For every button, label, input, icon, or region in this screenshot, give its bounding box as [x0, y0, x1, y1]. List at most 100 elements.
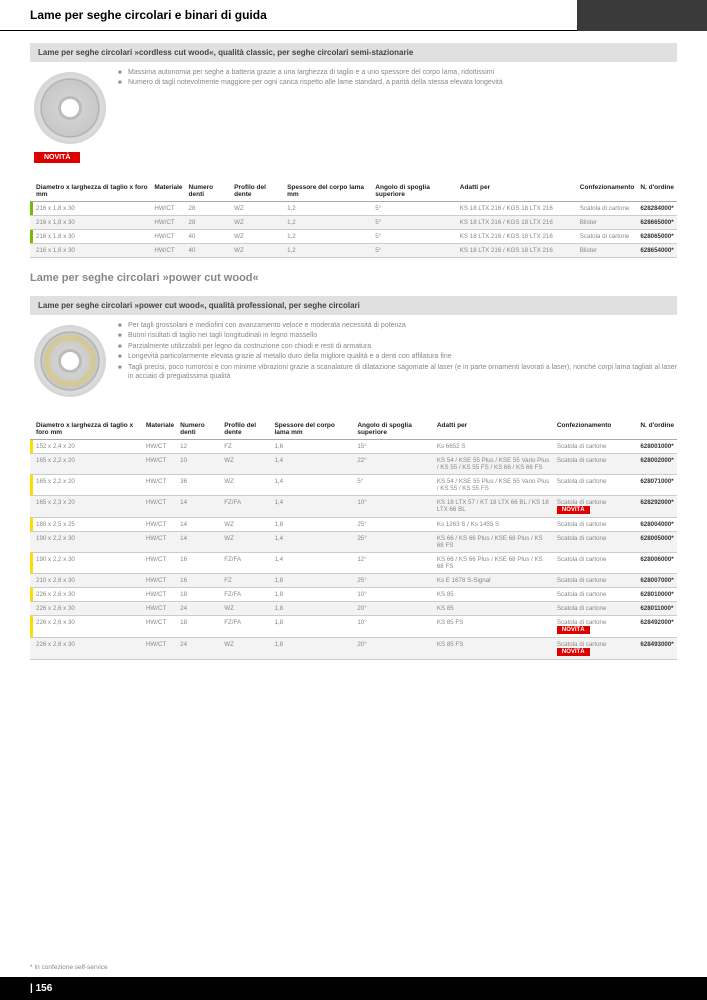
cell-ord: 628004000* — [637, 518, 677, 532]
cell-denti: 12 — [177, 440, 221, 454]
cell-mat: HW/CT — [151, 230, 185, 244]
cell-sp: 1,8 — [271, 638, 354, 660]
cell-mat: HW/CT — [151, 202, 185, 216]
cell-ord: 628493000* — [637, 638, 677, 660]
cell-per: KS 85 — [434, 602, 554, 616]
table-row: 216 x 1,8 x 30HW/CT40WZ1,25°KS 18 LTX 21… — [30, 244, 677, 258]
cell-ang: 5° — [372, 202, 457, 216]
section-header: Lame per seghe circolari »cordless cut w… — [30, 43, 677, 62]
cell-dim: 216 x 1,8 x 30 — [33, 202, 151, 216]
feature-item: Per tagli grossolani e mediofini con ava… — [118, 321, 677, 330]
novita-badge: NOVITÀ — [557, 626, 590, 634]
cell-per: KS 66 / KS 66 Plus / KSE 68 Plus / KS 68… — [434, 532, 554, 553]
novita-badge: NOVITÀ — [557, 506, 590, 514]
footer: * In confezione self-service | 156 — [0, 964, 707, 1000]
cell-ord: 628492000* — [637, 616, 677, 638]
cell-ord: 628005000* — [637, 532, 677, 553]
cell-sp: 1,2 — [284, 230, 372, 244]
feature-item: Numero di tagli notevolmente maggiore pe… — [118, 78, 677, 87]
col-conf: Confezionamento — [577, 181, 638, 202]
cell-ang: 25° — [354, 518, 434, 532]
cell-conf: Scatola di cartone — [554, 553, 637, 574]
table-row: 190 x 2,2 x 30HW/CT16FZ/FA1,412°KS 66 / … — [30, 553, 677, 574]
cell-dim: 180 x 2,5 x 25 — [33, 518, 143, 532]
cell-per: KS 18 LTX 57 / KT 18 LTX 66 BL / KS 18 L… — [434, 496, 554, 518]
cell-ang: 22° — [354, 454, 434, 475]
col-per: Adatti per — [457, 181, 577, 202]
table-row: 216 x 1,8 x 30HW/CT28WZ1,25°KS 18 LTX 21… — [30, 202, 677, 216]
cell-conf: Scatola di cartone — [554, 454, 637, 475]
table-powercut: Diametro x larghezza di taglio x foro mm… — [30, 419, 677, 660]
cell-mat: HW/CT — [143, 440, 177, 454]
table-row: 165 x 2,2 x 20HW/CT10WZ1,422°KS 54 / KSE… — [30, 454, 677, 475]
cell-mat: HW/CT — [143, 532, 177, 553]
table-row: 226 x 2,6 x 30HW/CT24WZ1,820°KS 85Scatol… — [30, 602, 677, 616]
cell-denti: 14 — [177, 532, 221, 553]
cell-mat: HW/CT — [143, 496, 177, 518]
cell-prof: WZ — [231, 230, 284, 244]
cell-prof: FZ/FA — [221, 553, 271, 574]
col-dim: Diametro x larghezza di taglio x foro mm — [33, 181, 151, 202]
footnote: * In confezione self-service — [30, 964, 677, 971]
cell-mat: HW/CT — [151, 244, 185, 258]
cell-sp: 1,8 — [271, 616, 354, 638]
cell-ang: 12° — [354, 553, 434, 574]
cell-prof: FZ/FA — [221, 496, 271, 518]
table-row: 216 x 1,8 x 30HW/CT40WZ1,25°KS 18 LTX 21… — [30, 230, 677, 244]
table-row: 165 x 2,2 x 20HW/CT36WZ1,45°KS 54 / KSE … — [30, 475, 677, 496]
cell-sp: 1,8 — [271, 588, 354, 602]
cell-denti: 16 — [177, 574, 221, 588]
cell-dim: 216 x 1,8 x 30 — [33, 230, 151, 244]
cell-per: KS 18 LTX 216 / KGS 18 LTX 216 — [457, 230, 577, 244]
cell-denti: 24 — [177, 602, 221, 616]
col-sp: Spessore del corpo lama mm — [271, 419, 354, 440]
header-accent — [577, 0, 707, 31]
table-row: 180 x 2,5 x 25HW/CT14WZ1,825°Ks 1263 S /… — [30, 518, 677, 532]
cell-denti: 36 — [177, 475, 221, 496]
cell-per: KS 85 FS — [434, 616, 554, 638]
cell-prof: WZ — [231, 216, 284, 230]
cell-sp: 1,8 — [271, 518, 354, 532]
cell-sp: 1,8 — [271, 574, 354, 588]
cell-per: KS 54 / KSE 55 Plus / KSE 55 Vario Plus … — [434, 454, 554, 475]
cell-sp: 1,4 — [271, 553, 354, 574]
cell-prof: WZ — [231, 244, 284, 258]
feature-item: Tagli precisi, poco rumorosi e con minim… — [118, 363, 677, 382]
cell-mat: HW/CT — [143, 553, 177, 574]
cell-ord: 628065000* — [637, 230, 677, 244]
feature-item: Longevità particolarmente elevata grazie… — [118, 352, 677, 361]
cell-ord: 628284000* — [637, 202, 677, 216]
cell-ang: 10° — [354, 616, 434, 638]
novita-badge: NOVITÀ — [557, 648, 590, 656]
cell-sp: 1,2 — [284, 216, 372, 230]
col-ang: Angolo di spoglia superiore — [354, 419, 434, 440]
cell-prof: FZ/FA — [221, 588, 271, 602]
cell-per: KS 18 LTX 216 / KGS 18 LTX 216 — [457, 244, 577, 258]
cell-prof: WZ — [221, 602, 271, 616]
section-cordless: Lame per seghe circolari »cordless cut w… — [30, 43, 677, 163]
cell-conf: Scatola di cartone — [554, 532, 637, 553]
cell-denti: 18 — [177, 588, 221, 602]
cell-conf: Scatola di cartone — [554, 518, 637, 532]
col-prof: Profilo del dente — [231, 181, 284, 202]
page-header: Lame per seghe circolari e binari di gui… — [0, 0, 707, 31]
cell-mat: HW/CT — [143, 454, 177, 475]
cell-mat: HW/CT — [143, 518, 177, 532]
cell-prof: WZ — [231, 202, 284, 216]
cell-dim: 226 x 2,6 x 30 — [33, 638, 143, 660]
col-denti: Numero denti — [186, 181, 232, 202]
cell-prof: WZ — [221, 518, 271, 532]
table-cordless: Diametro x larghezza di taglio x foro mm… — [30, 181, 677, 258]
cell-dim: 152 x 2,4 x 20 — [33, 440, 143, 454]
cell-dim: 190 x 2,2 x 30 — [33, 532, 143, 553]
cell-denti: 28 — [186, 216, 232, 230]
cell-conf: Blister — [577, 244, 638, 258]
cell-dim: 216 x 1,8 x 30 — [33, 244, 151, 258]
cell-sp: 1,8 — [271, 602, 354, 616]
cell-mat: HW/CT — [143, 475, 177, 496]
table-row: 216 x 1,8 x 30HW/CT28WZ1,25°KS 18 LTX 21… — [30, 216, 677, 230]
cell-dim: 226 x 2,6 x 30 — [33, 588, 143, 602]
blade-image-icon — [34, 325, 106, 397]
cell-denti: 10 — [177, 454, 221, 475]
cell-sp: 1,4 — [271, 475, 354, 496]
